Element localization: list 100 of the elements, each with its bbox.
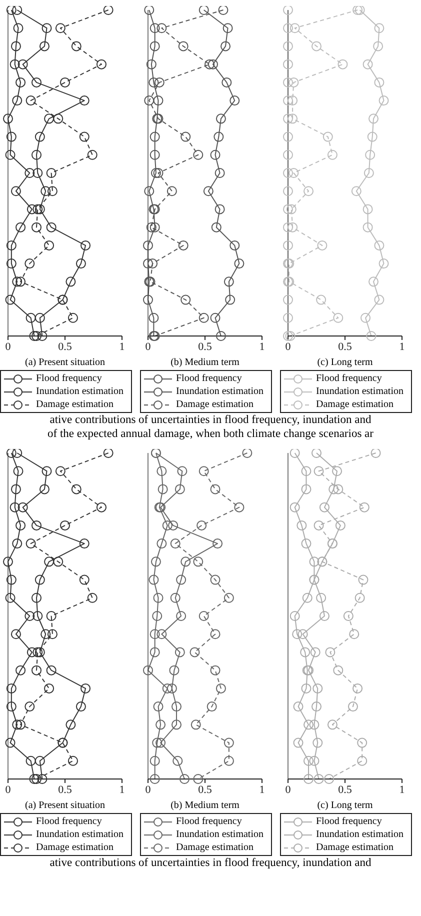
legend-label: Flood frequency bbox=[176, 816, 242, 827]
point bbox=[143, 240, 153, 250]
point bbox=[46, 611, 56, 621]
point bbox=[103, 6, 114, 15]
point bbox=[68, 756, 78, 766]
point bbox=[206, 702, 217, 712]
point bbox=[198, 6, 209, 15]
legend-label: Damage estimation bbox=[176, 842, 254, 853]
point bbox=[360, 312, 371, 323]
legend-label: Inundation estimation bbox=[36, 829, 124, 840]
point bbox=[216, 683, 226, 694]
point bbox=[5, 738, 16, 748]
x-tick-label: 1 bbox=[399, 784, 405, 796]
point bbox=[18, 59, 28, 70]
point bbox=[10, 484, 21, 494]
point bbox=[288, 114, 298, 124]
point bbox=[298, 629, 308, 640]
point bbox=[198, 611, 209, 621]
point bbox=[47, 629, 58, 640]
point bbox=[32, 150, 42, 160]
point bbox=[333, 484, 344, 494]
x-axis-title: (c) Long term bbox=[316, 357, 374, 368]
point bbox=[79, 574, 90, 585]
point bbox=[312, 738, 323, 748]
point bbox=[24, 168, 35, 178]
point bbox=[198, 466, 209, 476]
point bbox=[34, 574, 45, 585]
point bbox=[26, 204, 37, 214]
point bbox=[178, 240, 188, 250]
point bbox=[32, 77, 42, 88]
point bbox=[150, 774, 160, 784]
point bbox=[293, 738, 304, 748]
point bbox=[328, 484, 339, 494]
point bbox=[150, 756, 160, 766]
point bbox=[150, 41, 160, 52]
point bbox=[13, 23, 24, 34]
point bbox=[283, 59, 293, 70]
x-tick-label: 0.5 bbox=[198, 340, 212, 353]
point bbox=[352, 683, 363, 694]
point bbox=[374, 77, 384, 88]
point bbox=[301, 466, 312, 476]
point bbox=[87, 150, 98, 160]
point bbox=[32, 168, 43, 178]
point bbox=[357, 756, 368, 766]
point bbox=[44, 683, 54, 694]
point bbox=[144, 186, 154, 196]
point bbox=[34, 312, 45, 323]
point bbox=[208, 59, 218, 70]
point bbox=[153, 96, 164, 106]
text: ative contributions of uncertainties in flood frequency, inundation and bbox=[48, 856, 372, 870]
point bbox=[26, 756, 36, 766]
point bbox=[327, 150, 338, 160]
point bbox=[288, 96, 298, 106]
point bbox=[6, 702, 16, 712]
point bbox=[378, 96, 389, 106]
point bbox=[180, 556, 191, 567]
point bbox=[12, 449, 22, 458]
point bbox=[283, 331, 293, 341]
point bbox=[212, 538, 223, 549]
point bbox=[154, 77, 164, 88]
point bbox=[180, 294, 191, 305]
point bbox=[242, 449, 252, 458]
point bbox=[301, 484, 312, 494]
point bbox=[224, 756, 234, 766]
point bbox=[12, 720, 22, 730]
point bbox=[283, 186, 293, 196]
point bbox=[193, 150, 204, 160]
point bbox=[55, 466, 66, 476]
point bbox=[374, 294, 384, 305]
x-tick-label: 1 bbox=[119, 340, 125, 353]
point bbox=[26, 96, 36, 106]
point bbox=[150, 168, 161, 178]
point bbox=[316, 592, 326, 603]
point bbox=[367, 132, 378, 142]
point bbox=[39, 484, 50, 494]
point bbox=[378, 258, 389, 269]
point bbox=[283, 23, 293, 34]
point bbox=[333, 665, 344, 676]
x-tick-label: 0.5 bbox=[58, 340, 72, 353]
point bbox=[148, 312, 159, 323]
legend-label: Flood frequency bbox=[316, 816, 382, 827]
point bbox=[230, 96, 240, 106]
point bbox=[13, 466, 24, 476]
point bbox=[304, 720, 314, 730]
point bbox=[152, 611, 162, 621]
point bbox=[373, 41, 384, 52]
point bbox=[224, 276, 234, 287]
point bbox=[53, 114, 64, 124]
point bbox=[76, 702, 86, 712]
point bbox=[283, 132, 293, 142]
point bbox=[283, 150, 293, 160]
legend-label: Inundation estimation bbox=[316, 386, 404, 397]
text: of the expected annual damage, when both climate change scenarios ar bbox=[46, 427, 374, 441]
point bbox=[314, 466, 324, 476]
point bbox=[150, 556, 161, 567]
point bbox=[325, 647, 336, 658]
point bbox=[37, 774, 48, 784]
point bbox=[314, 774, 324, 784]
point bbox=[283, 168, 293, 178]
point bbox=[362, 222, 373, 232]
